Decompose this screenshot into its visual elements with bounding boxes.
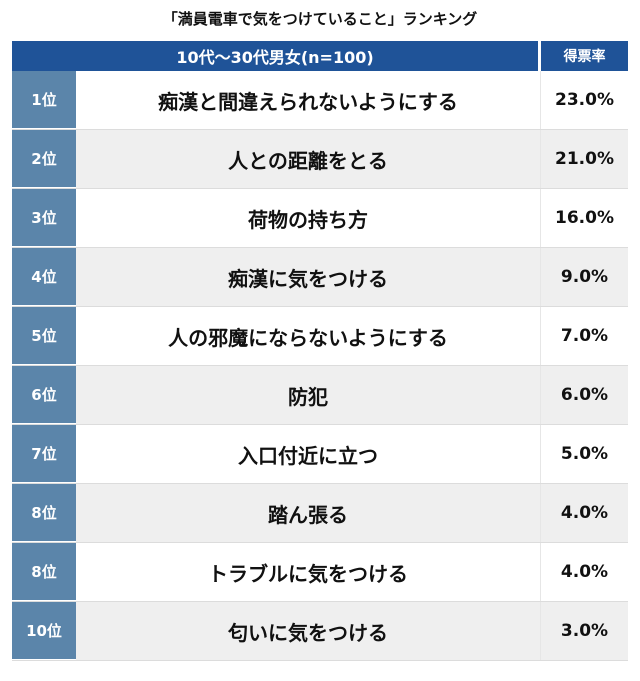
rate-cell: 5.0% <box>540 425 628 483</box>
item-cell: 踏ん張る <box>76 484 540 542</box>
rank-cell: 10位 <box>12 602 76 660</box>
rate-cell: 4.0% <box>540 484 628 542</box>
table-row: 8位 踏ん張る 4.0% <box>12 484 628 543</box>
item-cell: 痴漢と間違えられないようにする <box>76 71 540 129</box>
chart-title: 「満員電車で気をつけていること」ランキング <box>162 10 478 28</box>
item-cell: トラブルに気をつける <box>76 543 540 601</box>
table-row: 4位 痴漢に気をつける 9.0% <box>12 248 628 307</box>
rank-cell: 1位 <box>12 71 76 129</box>
rate-cell: 23.0% <box>540 71 628 129</box>
table-row: 10位 匂いに気をつける 3.0% <box>12 602 628 661</box>
rate-cell: 16.0% <box>540 189 628 247</box>
rank-cell: 4位 <box>12 248 76 306</box>
rate-cell: 7.0% <box>540 307 628 365</box>
rank-cell: 6位 <box>12 366 76 424</box>
table-row: 6位 防犯 6.0% <box>12 366 628 425</box>
item-cell: 人の邪魔にならないようにする <box>76 307 540 365</box>
rank-cell: 8位 <box>12 484 76 542</box>
rate-cell: 9.0% <box>540 248 628 306</box>
item-cell: 痴漢に気をつける <box>76 248 540 306</box>
table-row: 3位 荷物の持ち方 16.0% <box>12 189 628 248</box>
table-row: 8位 トラブルに気をつける 4.0% <box>12 543 628 602</box>
rank-cell: 3位 <box>12 189 76 247</box>
item-cell: 入口付近に立つ <box>76 425 540 483</box>
rank-cell: 7位 <box>12 425 76 483</box>
rate-cell: 4.0% <box>540 543 628 601</box>
table-row: 7位 入口付近に立つ 5.0% <box>12 425 628 484</box>
item-cell: 人との距離をとる <box>76 130 540 188</box>
table-row: 2位 人との距離をとる 21.0% <box>12 130 628 189</box>
item-cell: 匂いに気をつける <box>76 602 540 660</box>
table-row: 5位 人の邪魔にならないようにする 7.0% <box>12 307 628 366</box>
item-cell: 防犯 <box>76 366 540 424</box>
rate-cell: 3.0% <box>540 602 628 660</box>
rank-cell: 5位 <box>12 307 76 365</box>
rank-cell: 2位 <box>12 130 76 188</box>
rate-cell: 21.0% <box>540 130 628 188</box>
header-group: 10代〜30代男女(n=100) <box>12 41 538 71</box>
item-cell: 荷物の持ち方 <box>76 189 540 247</box>
rate-cell: 6.0% <box>540 366 628 424</box>
header-rate: 得票率 <box>541 41 628 71</box>
table-row: 1位 痴漢と間違えられないようにする 23.0% <box>12 71 628 130</box>
ranking-table: 1位 痴漢と間違えられないようにする 23.0% 2位 人との距離をとる 21.0% 3位荷… <box>12 71 628 661</box>
rank-cell: 8位 <box>12 543 76 601</box>
